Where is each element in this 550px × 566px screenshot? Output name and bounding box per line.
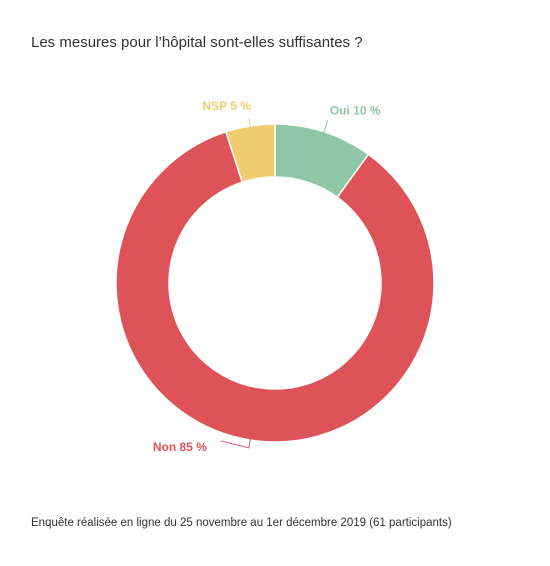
slice-nsp	[224, 123, 276, 184]
leader-line-oui	[323, 120, 329, 134]
chart-footnote: Enquête réalisée en ligne du 25 novembre…	[31, 517, 452, 529]
label-non: Non 85 %	[153, 440, 207, 454]
slice-non	[115, 130, 435, 443]
leader-line-nsp	[248, 117, 251, 129]
label-nsp: NSP 5 %	[202, 99, 251, 113]
chart-title: Les mesures pour l’hôpital sont-elles su…	[31, 34, 363, 51]
label-oui: Oui 10 %	[330, 103, 381, 117]
leader-line-non	[220, 437, 251, 449]
